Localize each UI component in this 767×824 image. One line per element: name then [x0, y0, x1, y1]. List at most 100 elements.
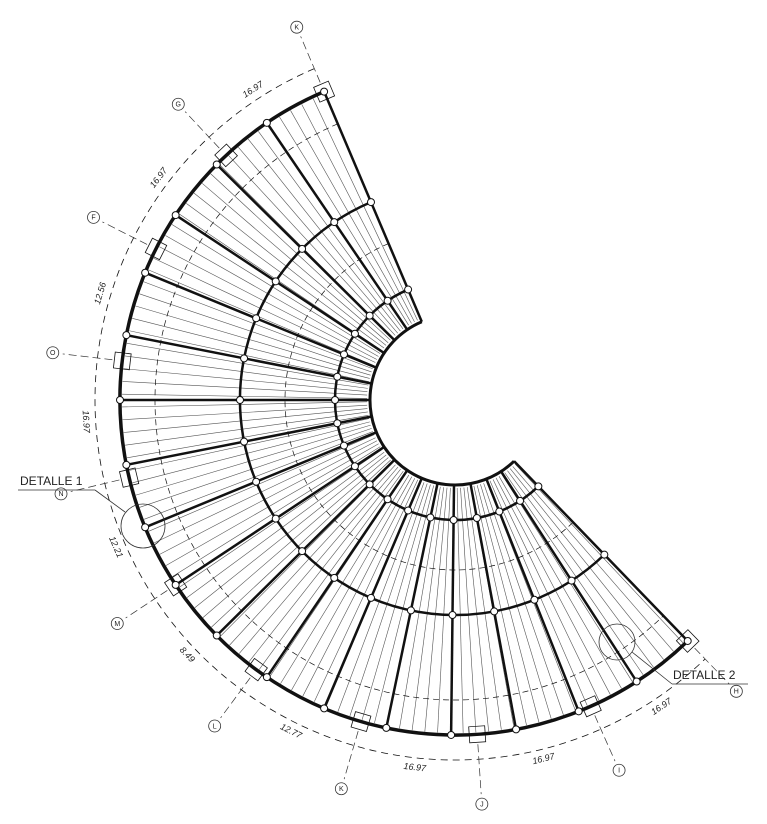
- rafter: [349, 483, 428, 717]
- node: [490, 607, 499, 616]
- bubble-circle: [87, 210, 100, 224]
- bubble-circle: [475, 797, 489, 811]
- bubble-circle: [54, 487, 68, 501]
- dimension-label: 16.97: [649, 695, 674, 716]
- rafter: [129, 330, 369, 382]
- rafter: [193, 192, 387, 346]
- node: [516, 496, 525, 505]
- node: [262, 118, 271, 127]
- rafter: [154, 437, 376, 544]
- rafter: [132, 421, 370, 484]
- node: [530, 595, 539, 604]
- bubble-circle: [208, 719, 222, 733]
- node: [383, 296, 392, 305]
- rafter: [135, 305, 371, 376]
- rafter: [211, 459, 391, 628]
- node: [298, 547, 307, 556]
- rafter: [159, 440, 378, 555]
- node: [333, 372, 342, 381]
- node: [512, 725, 521, 734]
- rafter: [259, 471, 404, 670]
- beam: [385, 482, 439, 729]
- rafter: [139, 428, 372, 508]
- node: [141, 523, 150, 532]
- rafter: [290, 110, 412, 324]
- rafter: [238, 466, 399, 654]
- node: [212, 631, 221, 640]
- rafter: [258, 131, 404, 330]
- node: [271, 277, 280, 286]
- bubble-circle: [46, 346, 60, 360]
- rafter: [172, 446, 381, 577]
- node: [683, 636, 692, 645]
- rafter: [122, 401, 368, 408]
- beam: [144, 271, 377, 369]
- rafter: [122, 393, 368, 399]
- beam: [126, 333, 372, 385]
- node: [171, 580, 180, 589]
- axis-label: F: [91, 215, 95, 222]
- node: [534, 482, 543, 491]
- rafter: [476, 485, 540, 723]
- axis-label: N: [58, 491, 63, 498]
- rafter: [144, 431, 373, 520]
- node: [141, 268, 150, 277]
- rafter: [143, 281, 373, 370]
- detail-label: DETALLE 2: [673, 668, 736, 682]
- beam: [513, 460, 689, 642]
- bubble-circle: [171, 97, 185, 111]
- bubble-circle: [290, 20, 304, 34]
- rafter: [515, 463, 684, 643]
- rafter: [492, 479, 600, 701]
- rafter: [495, 477, 611, 695]
- dimension-label: 16.97: [403, 761, 427, 774]
- dimension-label: 16.97: [531, 751, 556, 766]
- rafter: [498, 476, 622, 689]
- dimension-label: 16.97: [241, 78, 266, 99]
- rafter: [186, 451, 385, 598]
- node: [240, 354, 249, 363]
- beam: [265, 469, 409, 678]
- node: [298, 244, 307, 253]
- axis-label: L: [213, 723, 217, 730]
- node: [472, 513, 481, 522]
- beam: [322, 477, 423, 709]
- axis-line: [184, 111, 220, 149]
- node: [271, 514, 280, 523]
- rafter: [210, 173, 391, 341]
- axis-bubble: M: [110, 617, 124, 630]
- rafter: [473, 485, 527, 726]
- rafter: [238, 146, 398, 334]
- column: [675, 629, 700, 653]
- node: [404, 506, 413, 515]
- column: [144, 237, 168, 261]
- node: [382, 723, 391, 732]
- node: [320, 704, 329, 713]
- rafter: [129, 418, 370, 471]
- column: [119, 467, 140, 488]
- axis-label: O: [50, 350, 56, 357]
- rafter: [374, 485, 435, 724]
- detail-label: DETALLE 1: [20, 474, 83, 488]
- column: [164, 573, 188, 597]
- rafter: [135, 424, 371, 496]
- rafter: [124, 355, 368, 389]
- rafter: [126, 343, 369, 386]
- rafter: [125, 411, 368, 446]
- node: [330, 573, 339, 582]
- beam: [485, 478, 580, 712]
- rafter: [139, 293, 372, 373]
- inner-ring: [368, 320, 516, 487]
- rafter: [509, 468, 664, 660]
- detail-circle: [598, 623, 636, 661]
- axis-line: [477, 744, 482, 795]
- rafter: [456, 487, 464, 733]
- axis-label: I: [618, 768, 620, 775]
- rafter: [201, 183, 389, 343]
- beam: [500, 470, 638, 683]
- rafter: [480, 484, 552, 719]
- beam: [144, 431, 377, 529]
- axis-bubble: N: [54, 487, 68, 501]
- leader: [94, 489, 126, 513]
- node: [122, 460, 131, 469]
